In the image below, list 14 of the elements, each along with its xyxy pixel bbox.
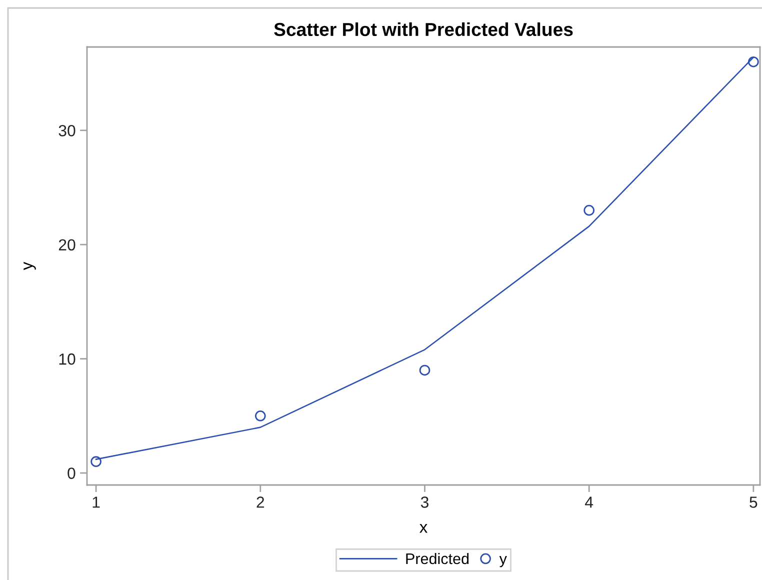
legend-label: Predicted bbox=[406, 552, 469, 564]
x-tick-label: 1 bbox=[92, 496, 100, 508]
y-tick-label: 30 bbox=[58, 125, 76, 136]
legend-label: y bbox=[499, 556, 507, 568]
y-tick-label: 0 bbox=[68, 468, 76, 479]
x-tick-label: 3 bbox=[420, 496, 428, 508]
x-tick-label: 5 bbox=[750, 496, 758, 508]
y-tick-label: 10 bbox=[59, 353, 76, 365]
chart-title: Scatter Plot with Predicted Values bbox=[274, 22, 573, 36]
y-axis-title: y bbox=[24, 262, 36, 270]
y-tick-label: 20 bbox=[58, 239, 76, 251]
x-tick-label: 4 bbox=[585, 496, 594, 508]
x-tick-label: 2 bbox=[256, 496, 264, 508]
x-axis-title: x bbox=[420, 524, 428, 533]
